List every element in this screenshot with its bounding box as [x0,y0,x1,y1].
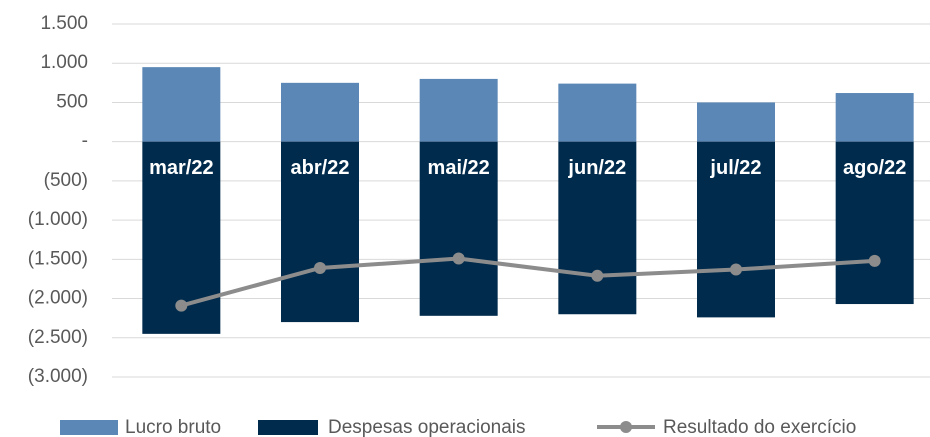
y-tick-label: 500 [56,91,88,112]
bar [835,141,914,305]
y-tick-label: (1.500) [28,248,88,269]
bar [835,93,914,142]
legend-label: Lucro bruto [125,417,221,437]
bar [419,141,498,316]
y-tick-label: (2.000) [28,288,88,309]
x-tick-label: abr/22 [291,157,350,179]
x-tick-label: jul/22 [709,157,761,179]
marker [175,299,188,312]
y-tick-label: 1.500 [40,13,88,34]
bar [281,82,359,142]
legend-label: Despesas operacionais [328,417,526,437]
legend-marker [620,421,632,433]
y-tick-label: 1.000 [40,52,88,73]
y-tick-label: - [82,131,88,152]
x-tick-label: mar/22 [149,157,214,179]
bar [697,141,775,318]
marker [868,254,881,267]
legend-label: Resultado do exercício [663,417,856,437]
y-tick-label: (1.000) [28,209,88,230]
bar [419,78,498,142]
marker [730,263,742,276]
bar [558,141,637,315]
line [180,256,875,308]
y-tick-label: (2.500) [28,327,88,348]
marker [591,269,604,282]
x-tick-label: mai/22 [428,157,490,179]
bar [697,102,775,142]
marker [314,261,326,274]
bar [558,83,637,142]
marker [452,252,465,265]
x-tick-label: jun/22 [567,157,626,179]
legend-swatch [60,420,118,435]
legend-swatch [258,420,318,435]
bar [281,141,359,323]
x-tick-label: ago/22 [843,157,906,179]
bar [142,67,221,142]
y-tick-label: (3.000) [28,366,88,387]
y-tick-label: (500) [44,170,88,191]
